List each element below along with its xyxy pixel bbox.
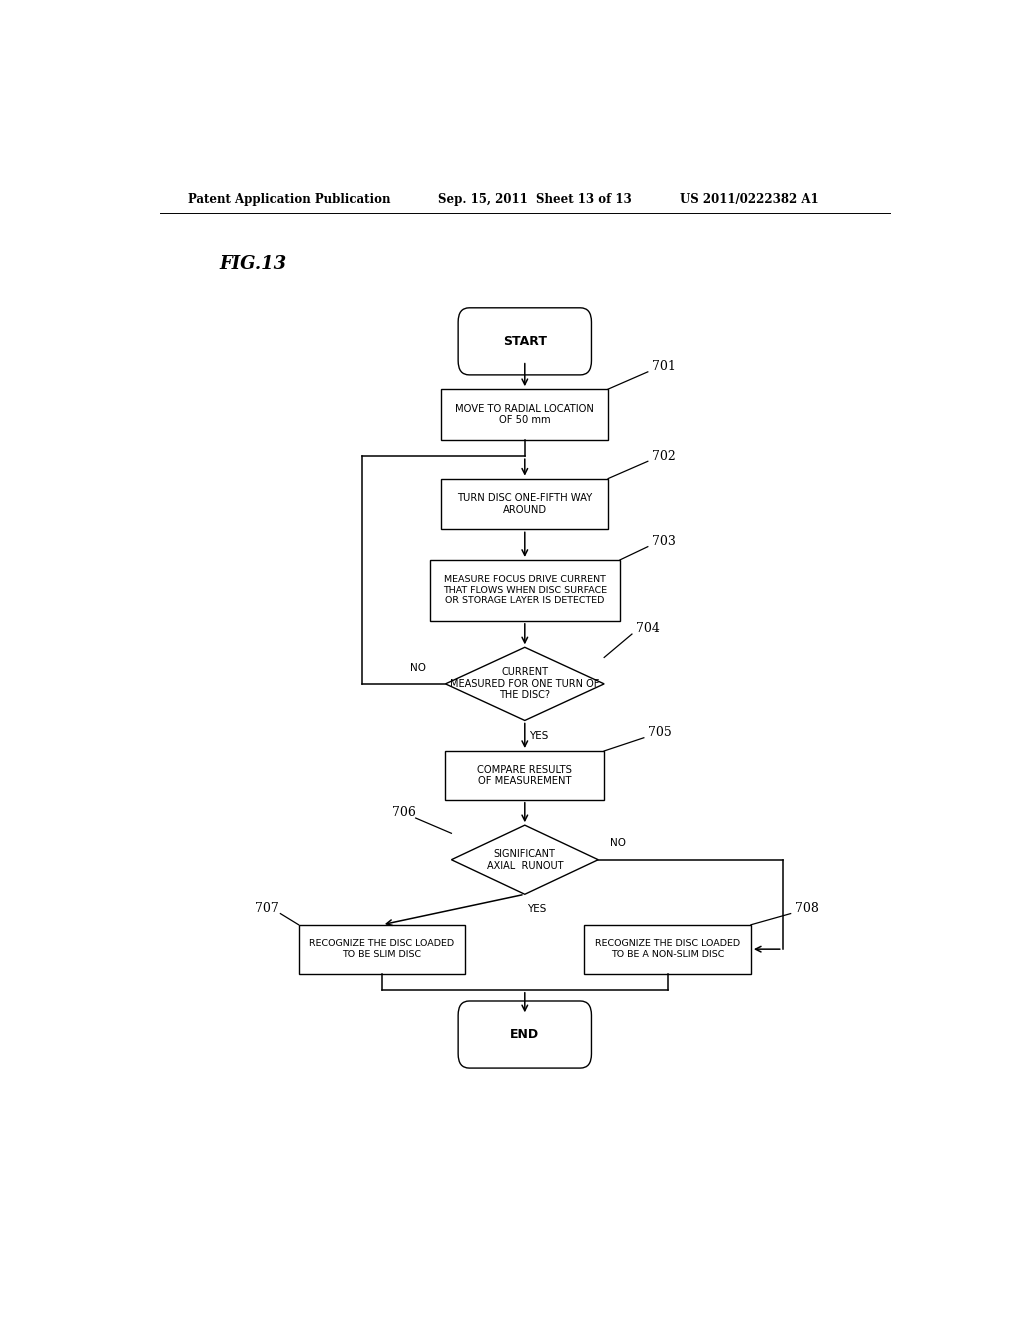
FancyBboxPatch shape (458, 308, 592, 375)
Text: MEASURE FOCUS DRIVE CURRENT
THAT FLOWS WHEN DISC SURFACE
OR STORAGE LAYER IS DET: MEASURE FOCUS DRIVE CURRENT THAT FLOWS W… (442, 576, 607, 606)
Text: COMPARE RESULTS
OF MEASUREMENT: COMPARE RESULTS OF MEASUREMENT (477, 764, 572, 787)
Text: START: START (503, 335, 547, 348)
Text: MOVE TO RADIAL LOCATION
OF 50 mm: MOVE TO RADIAL LOCATION OF 50 mm (456, 404, 594, 425)
Text: TURN DISC ONE-FIFTH WAY
AROUND: TURN DISC ONE-FIFTH WAY AROUND (457, 494, 593, 515)
Text: SIGNIFICANT
AXIAL  RUNOUT: SIGNIFICANT AXIAL RUNOUT (486, 849, 563, 870)
Text: 701: 701 (652, 360, 676, 374)
Text: 705: 705 (648, 726, 672, 739)
FancyBboxPatch shape (585, 925, 751, 974)
Text: 703: 703 (652, 535, 676, 548)
Text: FIG.13: FIG.13 (219, 255, 287, 273)
Text: END: END (510, 1028, 540, 1041)
Text: RECOGNIZE THE DISC LOADED
TO BE SLIM DISC: RECOGNIZE THE DISC LOADED TO BE SLIM DIS… (309, 940, 455, 958)
FancyBboxPatch shape (445, 751, 604, 800)
Text: YES: YES (527, 904, 547, 915)
Text: US 2011/0222382 A1: US 2011/0222382 A1 (680, 193, 818, 206)
Text: NO: NO (610, 838, 626, 849)
Text: 708: 708 (795, 902, 818, 915)
FancyBboxPatch shape (458, 1001, 592, 1068)
FancyBboxPatch shape (441, 479, 608, 529)
Text: Patent Application Publication: Patent Application Publication (187, 193, 390, 206)
Text: 706: 706 (392, 807, 416, 820)
Polygon shape (452, 825, 598, 894)
Text: CURRENT
MEASURED FOR ONE TURN OF
THE DISC?: CURRENT MEASURED FOR ONE TURN OF THE DIS… (451, 668, 599, 701)
FancyBboxPatch shape (441, 389, 608, 440)
Text: 707: 707 (255, 902, 279, 915)
Text: 704: 704 (636, 623, 659, 635)
Text: NO: NO (410, 663, 426, 673)
Polygon shape (445, 647, 604, 721)
Text: 702: 702 (652, 450, 676, 463)
Text: Sep. 15, 2011  Sheet 13 of 13: Sep. 15, 2011 Sheet 13 of 13 (437, 193, 631, 206)
FancyBboxPatch shape (299, 925, 465, 974)
Text: YES: YES (529, 731, 549, 741)
FancyBboxPatch shape (430, 560, 620, 620)
Text: RECOGNIZE THE DISC LOADED
TO BE A NON-SLIM DISC: RECOGNIZE THE DISC LOADED TO BE A NON-SL… (595, 940, 740, 958)
